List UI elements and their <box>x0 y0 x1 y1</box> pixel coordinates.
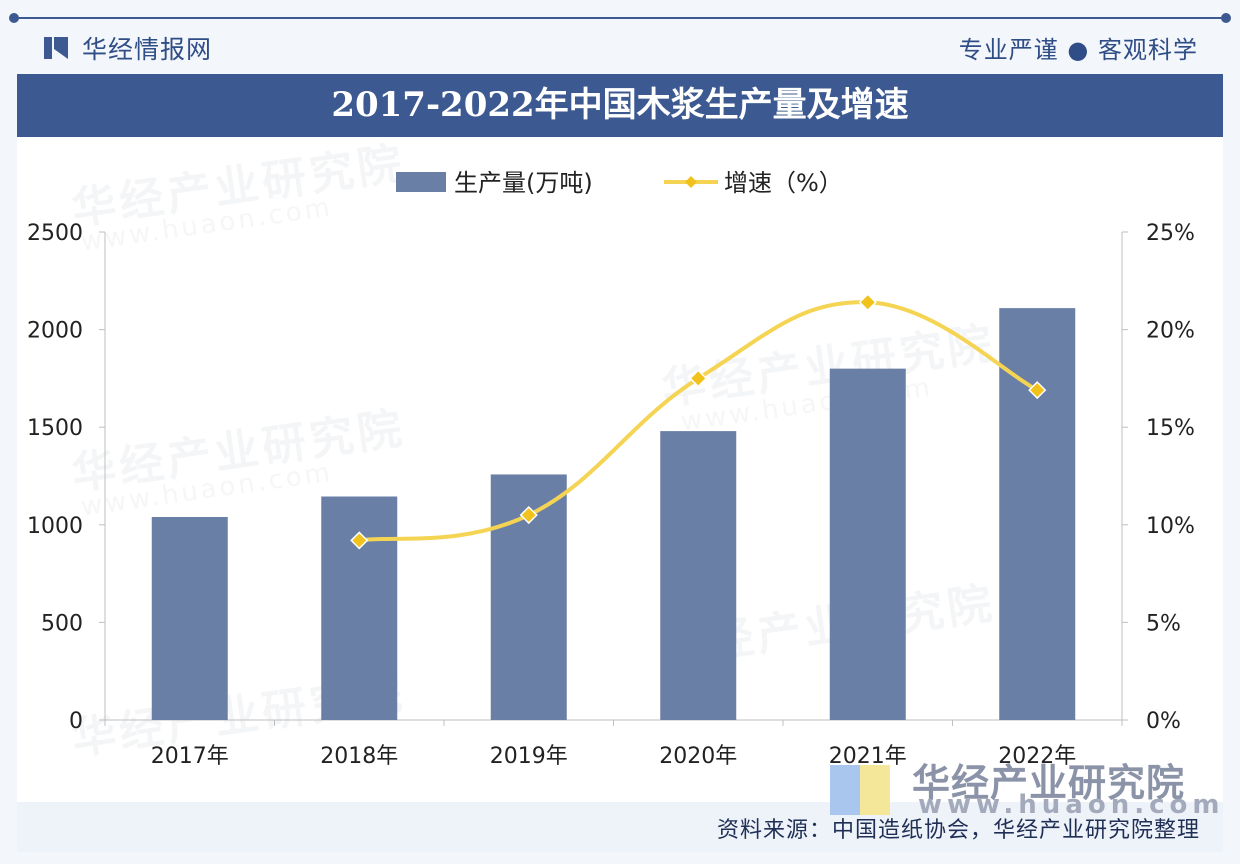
x-tick-label: 2020年 <box>659 744 737 769</box>
legend-bar-swatch <box>396 172 446 192</box>
legend-line-marker <box>685 176 697 188</box>
growth-point <box>1028 381 1047 400</box>
watermark-logo-icon <box>830 765 890 815</box>
rule-dot-left <box>9 13 19 23</box>
x-tick-label: 2019年 <box>490 744 568 769</box>
bar <box>999 308 1076 720</box>
x-tick-label: 2022年 <box>998 744 1076 769</box>
y-left-tick-label: 500 <box>41 611 83 636</box>
watermark-brand-url: www.huaon.com <box>918 790 1225 820</box>
x-tick-label: 2021年 <box>829 744 907 769</box>
chart-title: 2017-2022年中国木浆生产量及增速 <box>331 85 909 125</box>
legend-bar-label: 生产量(万吨) <box>454 169 593 197</box>
footer-band <box>17 802 1223 852</box>
growth-point <box>519 505 538 525</box>
y-left-tick-label: 1000 <box>27 514 83 539</box>
y-right-tick-label: 0% <box>1146 709 1181 734</box>
legend-line-label: 增速（%） <box>724 169 843 197</box>
watermark-brand: 华经产业研究院 <box>912 761 1186 805</box>
y-left-tick-label: 0 <box>69 709 83 734</box>
y-right-tick-label: 20% <box>1146 319 1195 344</box>
bar <box>829 368 906 720</box>
bar <box>151 516 228 720</box>
x-tick-label: 2018年 <box>320 744 398 769</box>
bar <box>321 496 398 720</box>
rule-dot-right <box>1221 13 1231 23</box>
source-note: 资料来源：中国造纸协会，华经产业研究院整理 <box>716 818 1200 843</box>
y-left-tick-label: 2000 <box>27 319 83 344</box>
y-left-tick-label: 2500 <box>27 221 83 246</box>
top-rule <box>14 17 1226 19</box>
y-right-tick-label: 25% <box>1146 221 1195 246</box>
slogan: 专业严谨 ● 客观科学 <box>958 36 1198 64</box>
y-left-tick-label: 1500 <box>27 416 83 441</box>
x-tick-label: 2017年 <box>151 744 229 769</box>
brand-logo-icon <box>44 37 68 59</box>
y-right-tick-label: 15% <box>1146 416 1195 441</box>
bar <box>660 431 737 720</box>
y-right-tick-label: 5% <box>1146 611 1181 636</box>
y-right-tick-label: 10% <box>1146 514 1195 539</box>
growth-point <box>858 293 877 312</box>
title-bar: 2017-2022年中国木浆生产量及增速 <box>17 74 1223 137</box>
brand-name: 华经情报网 <box>82 35 213 64</box>
growth-point <box>689 369 708 388</box>
growth-point <box>350 531 369 550</box>
